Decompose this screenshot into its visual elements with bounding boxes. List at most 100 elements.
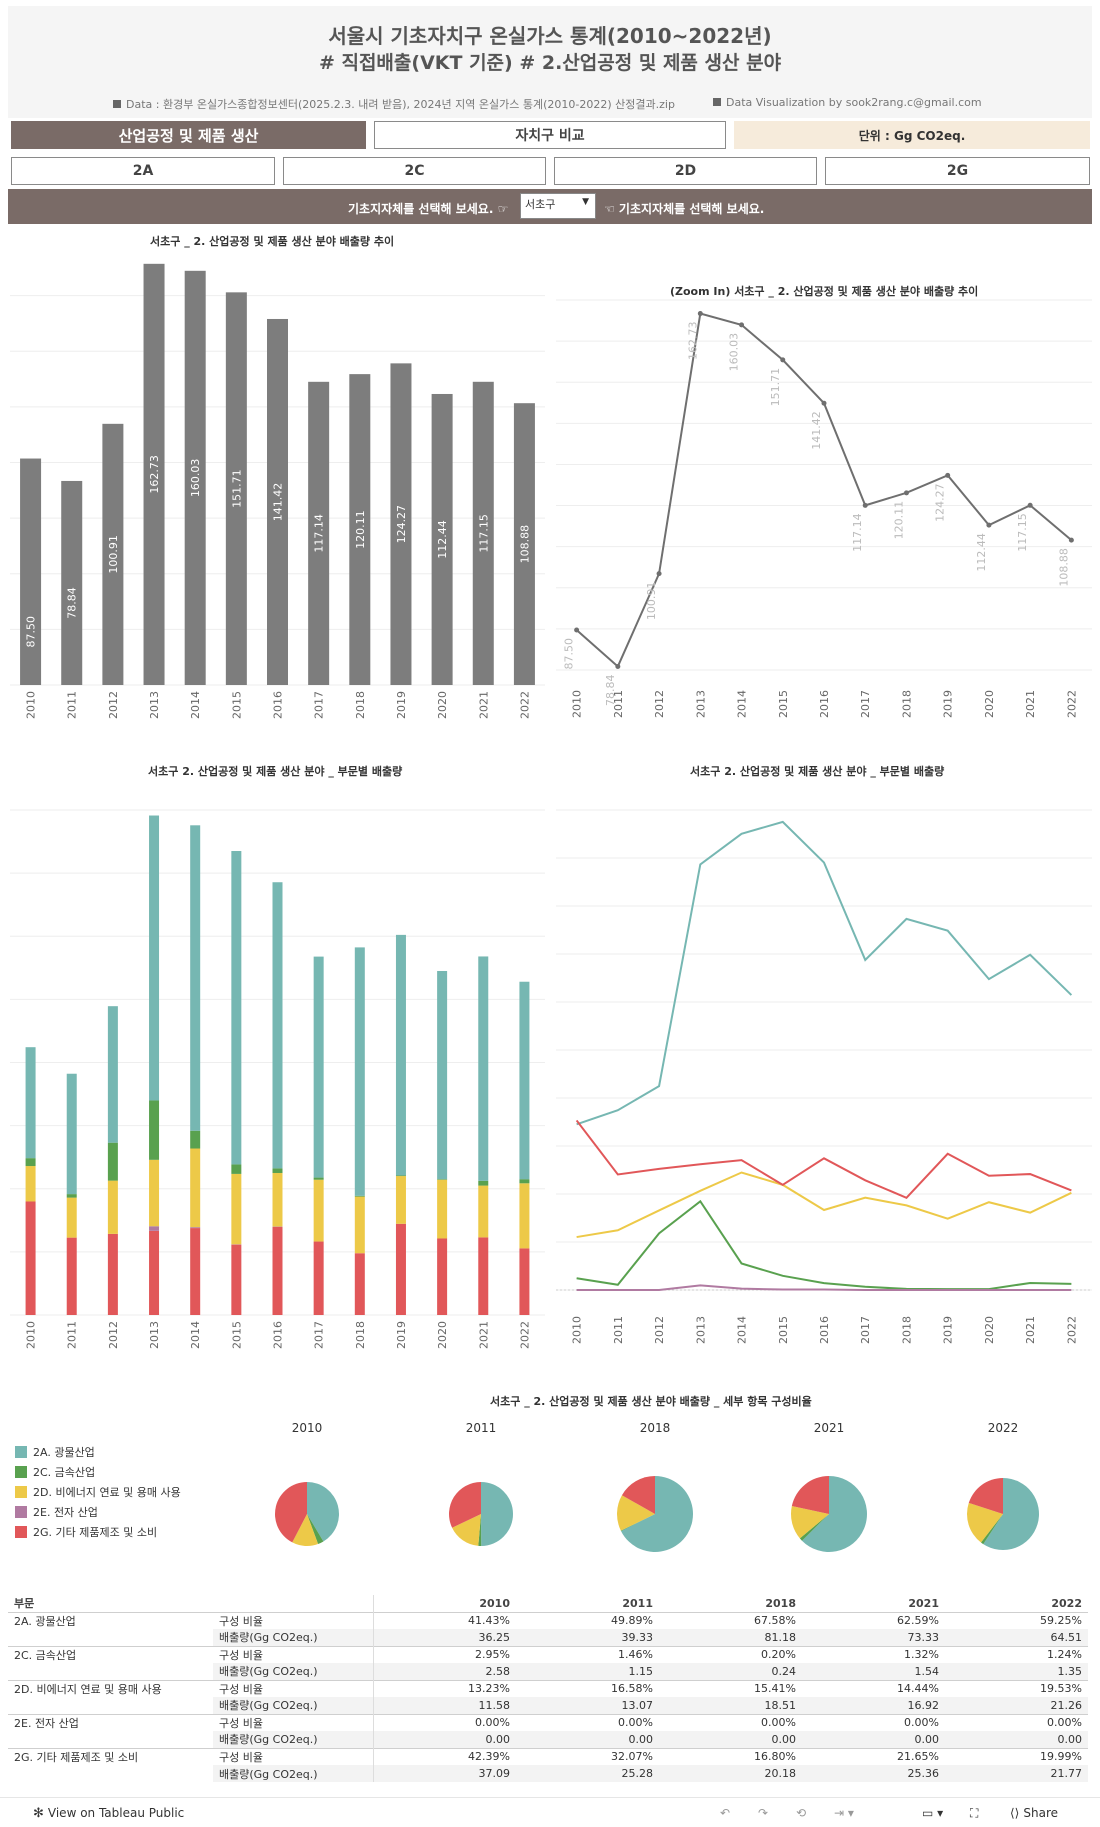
pie-slice-2C: [620, 1514, 655, 1532]
stack-segment-2G: [478, 1237, 489, 1315]
table-row: 2A. 광물산업 구성 비율 41.43% 49.89% 67.58% 62.59% 59.…: [8, 1611, 1088, 1629]
ratio-cell: 0.00%: [516, 1713, 659, 1731]
ratio-cell: 2.95%: [373, 1645, 516, 1663]
amount-cell: 11.58: [373, 1697, 516, 1714]
x-tick-label: 2011: [612, 690, 625, 718]
x-tick-label: 2020: [983, 690, 996, 718]
amount-cell: 0.00: [516, 1731, 659, 1748]
pie-year-2021: 2021: [813, 1421, 845, 1435]
bar-value-label: 108.88: [518, 525, 531, 564]
measure-label: 배출량(Gg CO2eq.): [213, 1765, 374, 1782]
legend-item-2g[interactable]: 2G. 기타 제품제조 및 소비: [15, 1522, 181, 1542]
bar-2017: [308, 381, 330, 685]
stack-segment-2C: [66, 1194, 77, 1198]
x-tick-label: 2019: [395, 691, 408, 719]
pie-slice-2A: [801, 1476, 868, 1552]
legend-label: 2A. 광물산업: [33, 1446, 95, 1459]
view-on-tableau-label: View on Tableau Public: [47, 1806, 185, 1820]
bar-value-label: 124.27: [395, 505, 408, 544]
subtab-2c[interactable]: 2C: [283, 157, 546, 185]
legend-label: 2G. 기타 제품제조 및 소비: [33, 1526, 158, 1539]
line-value-label: 87.50: [563, 638, 576, 670]
legend-item-2e[interactable]: 2E. 전자 산업: [15, 1502, 181, 1522]
fullscreen-icon[interactable]: ⛶: [970, 1806, 979, 1820]
table-row: 배출량(Gg CO2eq.) 0.00 0.00 0.00 0.00 0.00: [8, 1731, 1088, 1748]
x-tick-label: 2019: [395, 1321, 408, 1349]
subtab-2d[interactable]: 2D: [554, 157, 817, 185]
legend-label: 2E. 전자 산업: [33, 1506, 98, 1519]
amount-cell: 18.51: [659, 1697, 802, 1714]
legend-item-2c[interactable]: 2C. 금속산업: [15, 1462, 181, 1482]
line-point-2020: [986, 522, 992, 528]
subtab-2g[interactable]: 2G: [825, 157, 1090, 185]
line-value-label: 78.84: [604, 674, 617, 706]
legend-swatch: [15, 1466, 27, 1478]
subtab-2a[interactable]: 2A: [11, 157, 275, 185]
redo-icon[interactable]: ↷: [758, 1806, 769, 1820]
revert-icon[interactable]: ⟲: [796, 1806, 807, 1820]
comment-icon[interactable]: ▭ ▾: [922, 1806, 944, 1820]
measure-label: 구성 비율: [213, 1713, 374, 1731]
x-tick-label: 2017: [313, 1321, 326, 1349]
x-tick-label: 2020: [436, 691, 449, 719]
legend-item-2d[interactable]: 2D. 비에너지 연료 및 용매 사용: [15, 1482, 181, 1502]
ratio-cell: 49.89%: [516, 1611, 659, 1629]
line-point-2012: [656, 571, 662, 577]
stack-segment-2D: [190, 1148, 201, 1228]
stack-segment-2C: [354, 1195, 365, 1197]
x-tick-label: 2021: [477, 1321, 490, 1349]
bar-2011: [61, 480, 83, 685]
x-tick-label: 2012: [107, 1321, 120, 1349]
amount-cell: 64.51: [945, 1629, 1088, 1646]
x-tick-label: 2021: [477, 691, 490, 719]
tab-industrial-process[interactable]: 산업공정 및 제품 생산: [11, 121, 366, 149]
stack-segment-2A: [437, 970, 448, 1180]
ratio-cell: 15.41%: [659, 1679, 802, 1697]
pie-slice-2D: [452, 1514, 481, 1546]
amount-cell: 25.36: [802, 1765, 945, 1782]
tab-district-compare[interactable]: 자치구 비교: [374, 121, 726, 149]
bar-2021: [472, 381, 494, 685]
legend-swatch: [15, 1446, 27, 1458]
x-tick-label: 2014: [736, 1316, 749, 1344]
pie-year-2011: 2011: [465, 1421, 497, 1435]
ratio-cell: 0.00%: [373, 1713, 516, 1731]
page-subtitle: # 직접배출(VKT 기준) # 2.산업공정 및 제품 생산 분야: [318, 52, 782, 74]
bar-value-label: 162.73: [148, 455, 161, 494]
empty-cell: [8, 1765, 213, 1782]
stack-segment-2A: [66, 1073, 77, 1195]
district-select[interactable]: 서초구 ▼: [520, 193, 596, 219]
view-on-tableau-link[interactable]: ✻ View on Tableau Public: [33, 1806, 184, 1821]
undo-icon[interactable]: ↶: [720, 1806, 731, 1820]
legend-item-2a[interactable]: 2A. 광물산업: [15, 1442, 181, 1462]
pie-slice-2C: [980, 1514, 1003, 1545]
bar-2022: [513, 403, 535, 685]
pie-slice-2A: [481, 1481, 514, 1546]
stack-segment-2E: [149, 1226, 160, 1231]
sector-name: 2G. 기타 제품제조 및 소비: [8, 1747, 213, 1765]
legend-swatch: [15, 1486, 27, 1498]
col-header-year: 2022: [1051, 1596, 1082, 1610]
share-button[interactable]: ⟨⟩ Share: [1010, 1806, 1058, 1820]
measure-label: 구성 비율: [213, 1679, 374, 1697]
line-value-label: 160.03: [728, 333, 741, 372]
ratio-cell: 16.58%: [516, 1679, 659, 1697]
pie-slice-2A: [621, 1476, 693, 1552]
amount-cell: 21.26: [945, 1697, 1088, 1714]
bar-value-label: 151.71: [230, 469, 243, 508]
pie-slice-2G: [275, 1482, 307, 1543]
pause-icon[interactable]: ⇥ ▾: [834, 1806, 854, 1820]
table-row: 2E. 전자 산업 구성 비율 0.00% 0.00% 0.00% 0.00% 0.00%: [8, 1713, 1088, 1731]
line-point-2018: [903, 490, 909, 496]
line-value-label: 141.42: [810, 411, 823, 450]
stack-segment-2G: [66, 1237, 77, 1315]
stack-segment-2A: [25, 1047, 36, 1159]
line-value-label: 108.88: [1057, 548, 1070, 587]
pie-slice-2D: [617, 1495, 655, 1531]
series-line-2E: [576, 1284, 1072, 1291]
measure-label: 구성 비율: [213, 1611, 374, 1629]
tableau-logo-icon: ✻: [33, 1806, 44, 1821]
col-header-year: 2011: [622, 1596, 653, 1610]
stack-segment-2A: [149, 815, 160, 1101]
